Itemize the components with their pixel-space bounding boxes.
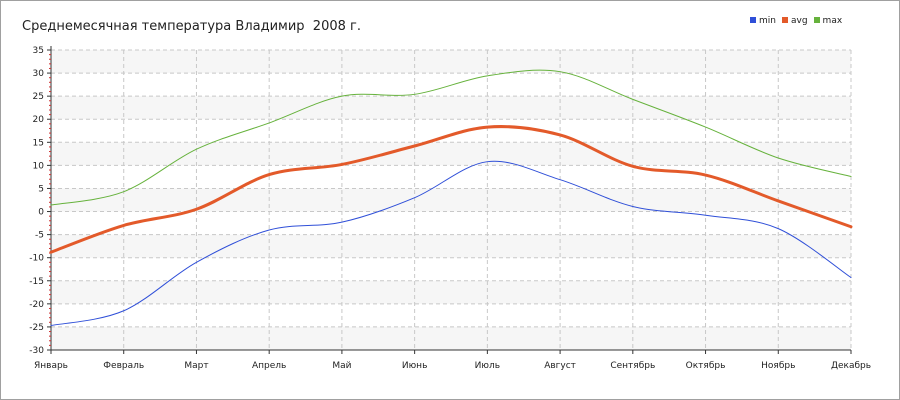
grid-band: [51, 50, 851, 74]
x-tick-label: Май: [332, 361, 351, 371]
x-tick-label: Апрель: [252, 361, 286, 371]
grid-band: [51, 142, 851, 166]
y-tick-label: -5: [35, 231, 44, 241]
y-tick-label: -10: [29, 254, 44, 264]
x-tick-label: Март: [184, 361, 208, 371]
y-tick-label: -25: [29, 323, 44, 333]
series-line-avg: [49, 125, 853, 254]
grid-band: [51, 280, 851, 304]
legend-swatch: [750, 17, 756, 23]
y-tick-label: -15: [29, 277, 44, 287]
legend-swatch: [781, 17, 788, 23]
chart-title: Среднемесячная температура Владимир 2008…: [22, 19, 361, 34]
x-tick-label: Февраль: [103, 361, 144, 371]
x-tick-label: Август: [544, 361, 576, 371]
x-tick-label: Ноябрь: [761, 361, 795, 371]
series-line-max: [50, 69, 852, 206]
legend-item-min: min: [750, 16, 776, 26]
y-tick-label: 35: [33, 46, 44, 56]
grid-band: [51, 234, 851, 258]
y-tick-label: 10: [33, 161, 45, 171]
legend: min avg max: [750, 16, 848, 26]
legend-item-avg: avg: [781, 16, 808, 26]
y-tick-label: 5: [38, 184, 44, 194]
x-tick-label: Декабрь: [831, 361, 871, 371]
legend-item-max: max: [813, 16, 843, 26]
x-tick-label: Сентябрь: [610, 361, 655, 371]
x-tick-label: Июнь: [402, 361, 428, 371]
y-tick-label: 25: [33, 92, 44, 102]
y-tick-label: -30: [29, 346, 44, 356]
legend-swatch: [813, 17, 820, 23]
y-tick-label: 30: [33, 69, 45, 79]
y-tick-label: 15: [33, 138, 44, 148]
x-tick-label: Октябрь: [686, 361, 726, 371]
y-tick-label: 0: [38, 208, 44, 218]
y-tick-label: 20: [33, 115, 45, 125]
series-line-min: [50, 160, 852, 327]
x-tick-label: Июль: [475, 361, 500, 371]
y-tick-label: -20: [29, 300, 44, 310]
grid-band: [51, 96, 851, 120]
legend-label: max: [822, 16, 843, 26]
grid-band: [51, 326, 851, 350]
grid-band: [51, 188, 851, 212]
x-tick-label: Январь: [34, 361, 68, 371]
legend-label: min: [759, 16, 776, 26]
legend-label: avg: [790, 16, 808, 26]
